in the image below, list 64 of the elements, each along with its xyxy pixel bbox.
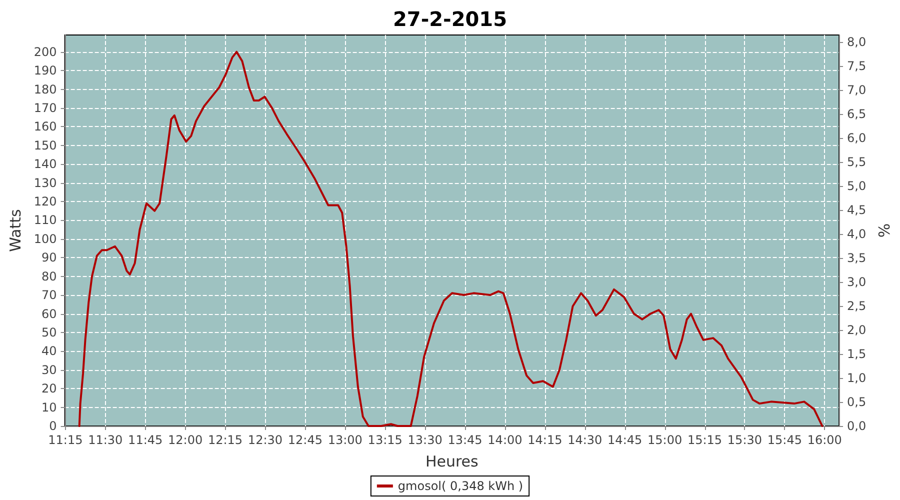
y-tick-label: 80 [42, 269, 57, 284]
y2-tick-label: 5,5 [847, 155, 866, 170]
x-tick-label: 14:15 [528, 433, 562, 447]
y-tick-label: 200 [34, 44, 57, 59]
y-tick-label: 20 [42, 382, 57, 396]
y2-tick-label: 1,5 [847, 347, 866, 362]
x-tick-label: 13:00 [328, 433, 362, 447]
x-tick-label: 12:30 [248, 433, 283, 447]
y-tick-label: 110 [34, 213, 57, 228]
y2-tick-label: 3,0 [847, 275, 866, 290]
y-tick-label: 130 [34, 176, 57, 190]
y2-tick-label: 8,0 [847, 35, 866, 50]
y-axis-title: Watts [6, 209, 24, 252]
x-tick-label: 13:45 [448, 433, 482, 447]
y2-tick-label: 3,5 [847, 251, 866, 266]
y2-tick-label: 1,0 [847, 371, 866, 386]
x-tick-label: 15:30 [727, 433, 762, 447]
y-tick-label: 190 [34, 64, 57, 78]
x-tick-label: 12:00 [168, 433, 203, 447]
y2-tick-label: 0,0 [847, 419, 866, 433]
y-tick-label: 70 [42, 288, 57, 302]
x-tick-label: 15:45 [767, 433, 802, 447]
y-tick-label: 160 [34, 120, 57, 134]
x-tick-label: 11:45 [128, 433, 163, 447]
x-tick-label: 13:30 [408, 433, 442, 447]
y-tick-label: 180 [34, 82, 57, 96]
y-tick-label: 30 [42, 362, 57, 377]
y2-tick-label: 2,5 [847, 299, 866, 314]
legend-label: gmosol( 0,348 kWh ) [398, 479, 524, 493]
x-tick-label: 13:15 [368, 433, 402, 447]
x-tick-label: 11:30 [88, 433, 123, 447]
x-tick-label: 14:45 [608, 433, 642, 447]
x-tick-label: 12:15 [208, 433, 243, 447]
y2-tick-label: 5,0 [847, 179, 866, 194]
y-tick-label: 140 [34, 157, 57, 172]
y-tick-label: 0 [49, 419, 57, 433]
y-tick-label: 40 [42, 344, 57, 358]
y-tick-label: 170 [34, 100, 57, 115]
y-tick-label: 100 [34, 232, 57, 246]
y2-tick-label: 2,0 [847, 323, 866, 338]
x-tick-label: 15:00 [648, 433, 682, 447]
x-axis-title: Heures [425, 452, 479, 470]
y-tick-label: 90 [42, 250, 57, 265]
y-tick-label: 10 [42, 400, 57, 414]
y2-tick-label: 0,5 [847, 395, 866, 410]
y2-tick-label: 7,0 [847, 83, 866, 98]
y-tick-label: 150 [34, 138, 57, 152]
x-tick-label: 16:00 [807, 433, 842, 447]
y2-axis-title: % [876, 223, 894, 238]
y2-tick-label: 4,5 [847, 203, 866, 218]
line-series [78, 50, 824, 427]
y2-tick-label: 7,5 [847, 59, 866, 74]
x-tick-label: 11:15 [48, 433, 83, 447]
y-tick-label: 60 [42, 306, 57, 321]
x-tick-label: 12:45 [288, 433, 322, 447]
y-tick-label: 50 [42, 325, 57, 340]
y-tick-label: 120 [34, 194, 57, 208]
x-tick-label: 15:15 [687, 433, 722, 447]
y2-tick-label: 6,5 [847, 107, 866, 122]
x-tick-label: 14:30 [568, 433, 602, 447]
x-tick-label: 14:00 [488, 433, 522, 447]
y2-tick-label: 6,0 [847, 131, 866, 146]
chart-title: 27-2-2015 [392, 7, 508, 31]
y2-tick-label: 4,0 [847, 227, 866, 242]
